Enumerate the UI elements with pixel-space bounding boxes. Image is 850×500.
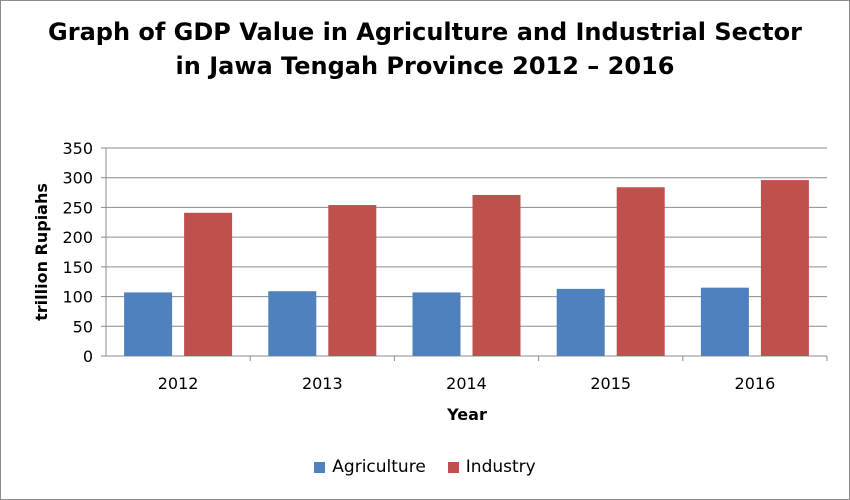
bar-industry-2015 bbox=[617, 187, 665, 356]
x-tick-label: 2013 bbox=[302, 374, 343, 393]
y-tick-label: 300 bbox=[62, 169, 93, 188]
legend-item-agriculture: Agriculture bbox=[314, 457, 426, 477]
y-tick-label: 50 bbox=[73, 317, 93, 336]
x-tick-label: 2016 bbox=[735, 374, 776, 393]
bar-industry-2016 bbox=[761, 180, 809, 356]
bar-agriculture-2012 bbox=[124, 292, 172, 356]
legend-label-agriculture: Agriculture bbox=[332, 457, 426, 477]
bar-industry-2014 bbox=[473, 195, 521, 356]
y-tick-label: 0 bbox=[83, 347, 93, 366]
y-tick-label: 350 bbox=[62, 139, 93, 158]
y-tick-label: 150 bbox=[62, 258, 93, 277]
bar-industry-2013 bbox=[328, 205, 376, 356]
bar-industry-2012 bbox=[184, 213, 232, 356]
legend-label-industry: Industry bbox=[466, 457, 536, 477]
x-tick-label: 2012 bbox=[158, 374, 199, 393]
x-tick-label: 2015 bbox=[590, 374, 631, 393]
legend-swatch-agriculture bbox=[314, 462, 325, 473]
bar-agriculture-2016 bbox=[701, 288, 749, 356]
bar-agriculture-2013 bbox=[268, 291, 316, 356]
bar-agriculture-2014 bbox=[413, 292, 461, 356]
legend-swatch-industry bbox=[448, 462, 459, 473]
bars bbox=[124, 180, 809, 356]
y-tick-label: 200 bbox=[62, 228, 93, 247]
x-tick-label: 2014 bbox=[446, 374, 487, 393]
bar-agriculture-2015 bbox=[557, 289, 605, 356]
y-tick-label: 100 bbox=[62, 288, 93, 307]
y-tick-label: 250 bbox=[62, 198, 93, 217]
legend-item-industry: Industry bbox=[448, 457, 536, 477]
y-axis-title: trillion Rupiahs bbox=[32, 183, 51, 321]
x-axis-title: Year bbox=[446, 405, 487, 424]
legend: Agriculture Industry bbox=[1, 457, 849, 477]
